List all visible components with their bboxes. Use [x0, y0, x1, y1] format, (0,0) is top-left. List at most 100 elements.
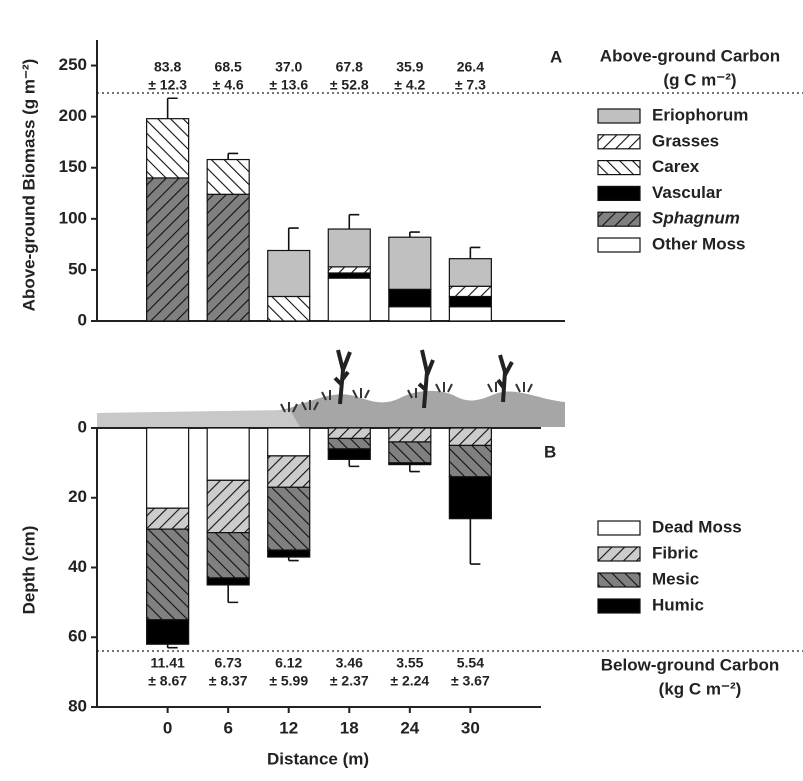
error-bar	[348, 213, 360, 230]
bar-segment	[388, 427, 432, 443]
error-bar	[227, 152, 239, 160]
y-tick-label: 150	[59, 157, 87, 176]
legend-label: Grasses	[652, 131, 719, 150]
bar-segment	[267, 549, 311, 558]
bar-segment	[146, 507, 190, 530]
carbon-sd: ± 4.2	[394, 77, 425, 93]
error-bar	[469, 246, 481, 259]
y-tick-label: 50	[68, 259, 87, 278]
legend-label: Humic	[652, 595, 704, 614]
legend-label: Carex	[652, 157, 700, 176]
annotation-title: Below-ground Carbon	[601, 655, 779, 674]
legend-label: Fibric	[652, 543, 698, 562]
y-tick-label: 100	[59, 208, 87, 227]
carbon-mean: 3.46	[336, 655, 363, 671]
bar-segment	[448, 306, 492, 322]
error-bar	[348, 459, 360, 468]
panel-label: A	[550, 47, 562, 66]
x-tick-label: 18	[340, 718, 359, 737]
bar-segment	[206, 479, 250, 534]
y-tick-label: 250	[59, 55, 87, 74]
bar-segment	[448, 285, 492, 298]
y-axis-label: Depth (cm)	[19, 526, 38, 615]
bar-segment	[448, 476, 492, 520]
legend-label: Vascular	[652, 183, 722, 202]
error-bar	[166, 644, 178, 649]
annotation-unit: (g C m⁻²)	[663, 70, 736, 89]
legend-label: Eriophorum	[652, 105, 748, 124]
bar-segment	[146, 528, 190, 621]
y-tick-label: 60	[68, 627, 87, 646]
y-tick-label: 0	[78, 417, 87, 436]
y-tick-label: 0	[78, 310, 87, 329]
carbon-mean: 6.12	[275, 655, 302, 671]
carbon-sd: ± 7.3	[455, 77, 486, 93]
error-bar	[287, 557, 299, 562]
x-tick-label: 24	[400, 718, 419, 737]
y-tick-label: 40	[68, 557, 87, 576]
carbon-mean: 26.4	[457, 59, 484, 75]
legend-swatch	[597, 185, 641, 201]
legend-swatch	[597, 520, 641, 536]
bar-segment	[267, 486, 311, 551]
legend-swatch	[597, 211, 641, 227]
legend-swatch	[597, 134, 641, 150]
annotation-unit: (kg C m⁻²)	[659, 679, 742, 698]
bar-segment	[327, 277, 371, 322]
x-tick-label: 6	[223, 718, 232, 737]
bar-segment	[206, 577, 250, 586]
bar-segment	[388, 236, 432, 290]
legend-swatch	[597, 237, 641, 253]
legend-swatch	[597, 546, 641, 562]
carbon-sd: ± 8.67	[148, 673, 187, 689]
carbon-mean: 6.73	[215, 655, 242, 671]
x-axis-label: Distance (m)	[267, 749, 369, 768]
bar-segment	[448, 444, 492, 478]
legend-label: Dead Moss	[652, 517, 742, 536]
bar-segment	[388, 441, 432, 464]
bar-segment	[327, 272, 371, 279]
carbon-sd: ± 12.3	[148, 77, 187, 93]
annotation-title: Above-ground Carbon	[600, 46, 780, 65]
bar-segment	[206, 532, 250, 579]
error-bar	[409, 231, 420, 238]
legend-label: Sphagnum	[652, 209, 740, 228]
bar-segment	[206, 158, 250, 195]
legend-label: Other Moss	[652, 234, 746, 253]
error-bar	[227, 584, 239, 604]
y-tick-label: 200	[59, 106, 87, 125]
error-bar	[409, 464, 420, 473]
carbon-mean: 5.54	[457, 655, 484, 671]
carbon-sd: ± 2.24	[390, 673, 429, 689]
carbon-sd: ± 8.37	[209, 673, 248, 689]
carbon-mean: 68.5	[215, 59, 242, 75]
x-tick-label: 30	[461, 718, 480, 737]
bar-segment	[388, 306, 432, 322]
error-bar	[469, 518, 481, 565]
bar-segment	[267, 295, 311, 322]
carbon-mean: 37.0	[275, 59, 302, 75]
error-bar	[166, 97, 178, 119]
legend-swatch	[597, 160, 641, 176]
bar-segment	[448, 258, 492, 287]
legend-swatch	[597, 572, 641, 588]
carbon-sd: ± 2.37	[330, 673, 369, 689]
carbon-sd: ± 52.8	[330, 77, 369, 93]
landscape	[97, 349, 565, 427]
bar-segment	[146, 118, 190, 179]
y-tick-label: 20	[68, 487, 87, 506]
x-tick-label: 12	[279, 718, 298, 737]
bar-segment	[327, 228, 371, 268]
y-tick-label: 80	[68, 696, 87, 715]
bar-segment	[267, 249, 311, 298]
carbon-mean: 67.8	[336, 59, 363, 75]
panel-label: B	[544, 442, 556, 461]
carbon-mean: 35.9	[396, 59, 423, 75]
bar-segment	[146, 427, 190, 509]
x-tick-label: 0	[163, 718, 172, 737]
carbon-mean: 3.55	[396, 655, 423, 671]
bar-segment	[327, 427, 371, 440]
legend-swatch	[597, 108, 641, 124]
